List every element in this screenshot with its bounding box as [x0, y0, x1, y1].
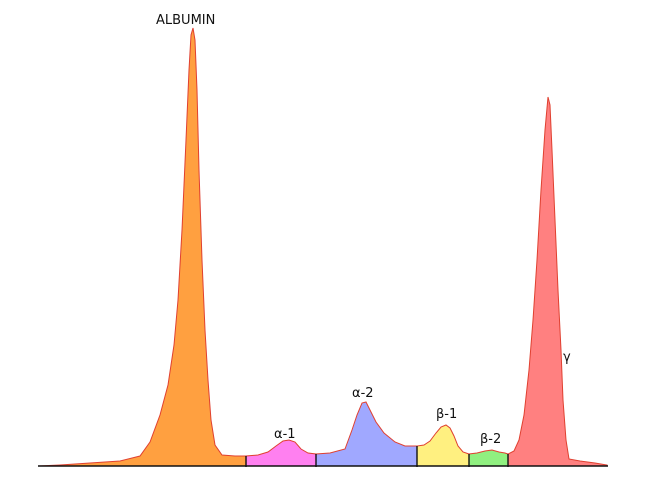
label-alpha2: α-2	[352, 386, 374, 401]
gamma-area	[507, 96, 608, 467]
label-beta2: β-2	[480, 432, 501, 447]
beta2-area	[468, 449, 509, 467]
label-gamma: γ	[563, 350, 571, 365]
label-beta1: β-1	[436, 407, 457, 422]
alpha2-area	[315, 401, 418, 467]
beta1-area	[416, 424, 470, 467]
label-albumin: ALBUMIN	[156, 13, 215, 28]
label-alpha1: α-1	[274, 427, 296, 442]
albumin-area	[37, 27, 247, 467]
alpha1-area	[245, 439, 317, 467]
